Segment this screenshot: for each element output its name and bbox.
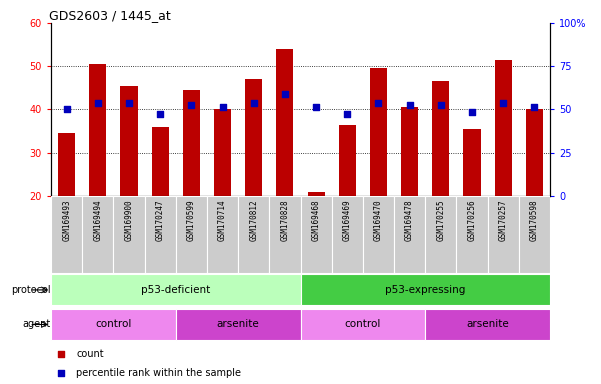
Bar bbox=[308, 192, 325, 196]
Text: count: count bbox=[76, 349, 103, 359]
Text: GSM170598: GSM170598 bbox=[530, 200, 539, 241]
Text: GSM170812: GSM170812 bbox=[249, 200, 258, 241]
Point bbox=[93, 100, 103, 106]
Bar bbox=[214, 109, 231, 196]
Text: GDS2603 / 1445_at: GDS2603 / 1445_at bbox=[49, 9, 170, 22]
Text: GSM169468: GSM169468 bbox=[311, 200, 320, 241]
Bar bbox=[401, 107, 418, 196]
Text: agent: agent bbox=[23, 319, 51, 329]
Point bbox=[56, 351, 66, 358]
Point bbox=[529, 104, 539, 110]
Text: GSM170714: GSM170714 bbox=[218, 200, 227, 241]
Text: GSM169494: GSM169494 bbox=[93, 200, 102, 241]
Point bbox=[498, 100, 508, 106]
Text: GSM170257: GSM170257 bbox=[499, 200, 508, 241]
Point bbox=[124, 100, 134, 106]
Point bbox=[156, 111, 165, 117]
Text: GSM170599: GSM170599 bbox=[187, 200, 196, 241]
Bar bbox=[176, 196, 207, 273]
Text: p53-deficient: p53-deficient bbox=[141, 285, 210, 295]
Bar bbox=[120, 86, 138, 196]
Bar bbox=[519, 196, 550, 273]
Text: GSM170247: GSM170247 bbox=[156, 200, 165, 241]
Bar bbox=[495, 60, 511, 196]
Point bbox=[405, 102, 415, 108]
Bar bbox=[394, 196, 426, 273]
Bar bbox=[300, 196, 332, 273]
Bar bbox=[176, 309, 300, 340]
Bar bbox=[145, 196, 176, 273]
Text: GSM169470: GSM169470 bbox=[374, 200, 383, 241]
Text: p53-expressing: p53-expressing bbox=[385, 285, 465, 295]
Bar bbox=[300, 309, 426, 340]
Bar bbox=[183, 90, 200, 196]
Point bbox=[467, 109, 477, 115]
Bar bbox=[456, 196, 487, 273]
Bar bbox=[363, 196, 394, 273]
Bar bbox=[426, 196, 456, 273]
Text: GSM169900: GSM169900 bbox=[124, 200, 133, 241]
Bar bbox=[332, 196, 363, 273]
Point bbox=[186, 102, 196, 108]
Text: protocol: protocol bbox=[11, 285, 51, 295]
Text: GSM169493: GSM169493 bbox=[62, 200, 71, 241]
Text: GSM170828: GSM170828 bbox=[281, 200, 290, 241]
Point bbox=[249, 100, 258, 106]
Text: GSM169469: GSM169469 bbox=[343, 200, 352, 241]
Bar bbox=[526, 109, 543, 196]
Bar bbox=[300, 274, 550, 306]
Bar bbox=[207, 196, 238, 273]
Point bbox=[218, 104, 227, 110]
Bar bbox=[276, 49, 293, 196]
Bar bbox=[51, 274, 300, 306]
Point bbox=[56, 370, 66, 376]
Text: arsenite: arsenite bbox=[466, 319, 509, 329]
Bar bbox=[269, 196, 300, 273]
Text: GSM169478: GSM169478 bbox=[405, 200, 414, 241]
Text: GSM170255: GSM170255 bbox=[436, 200, 445, 241]
Bar bbox=[51, 196, 82, 273]
Bar bbox=[51, 309, 176, 340]
Bar bbox=[238, 196, 269, 273]
Bar bbox=[426, 309, 550, 340]
Point bbox=[343, 111, 352, 117]
Bar bbox=[58, 133, 75, 196]
Text: control: control bbox=[344, 319, 381, 329]
Point bbox=[311, 104, 321, 110]
Text: GSM170256: GSM170256 bbox=[468, 200, 477, 241]
Bar bbox=[339, 124, 356, 196]
Bar bbox=[487, 196, 519, 273]
Bar bbox=[432, 81, 450, 196]
Point bbox=[436, 102, 445, 108]
Point bbox=[280, 91, 290, 98]
Bar bbox=[90, 64, 106, 196]
Bar bbox=[82, 196, 114, 273]
Bar bbox=[245, 79, 262, 196]
Bar bbox=[114, 196, 145, 273]
Bar bbox=[370, 68, 387, 196]
Text: control: control bbox=[95, 319, 132, 329]
Point bbox=[62, 106, 72, 113]
Text: percentile rank within the sample: percentile rank within the sample bbox=[76, 368, 241, 379]
Text: arsenite: arsenite bbox=[217, 319, 260, 329]
Point bbox=[374, 100, 383, 106]
Bar bbox=[151, 127, 169, 196]
Bar bbox=[463, 129, 481, 196]
